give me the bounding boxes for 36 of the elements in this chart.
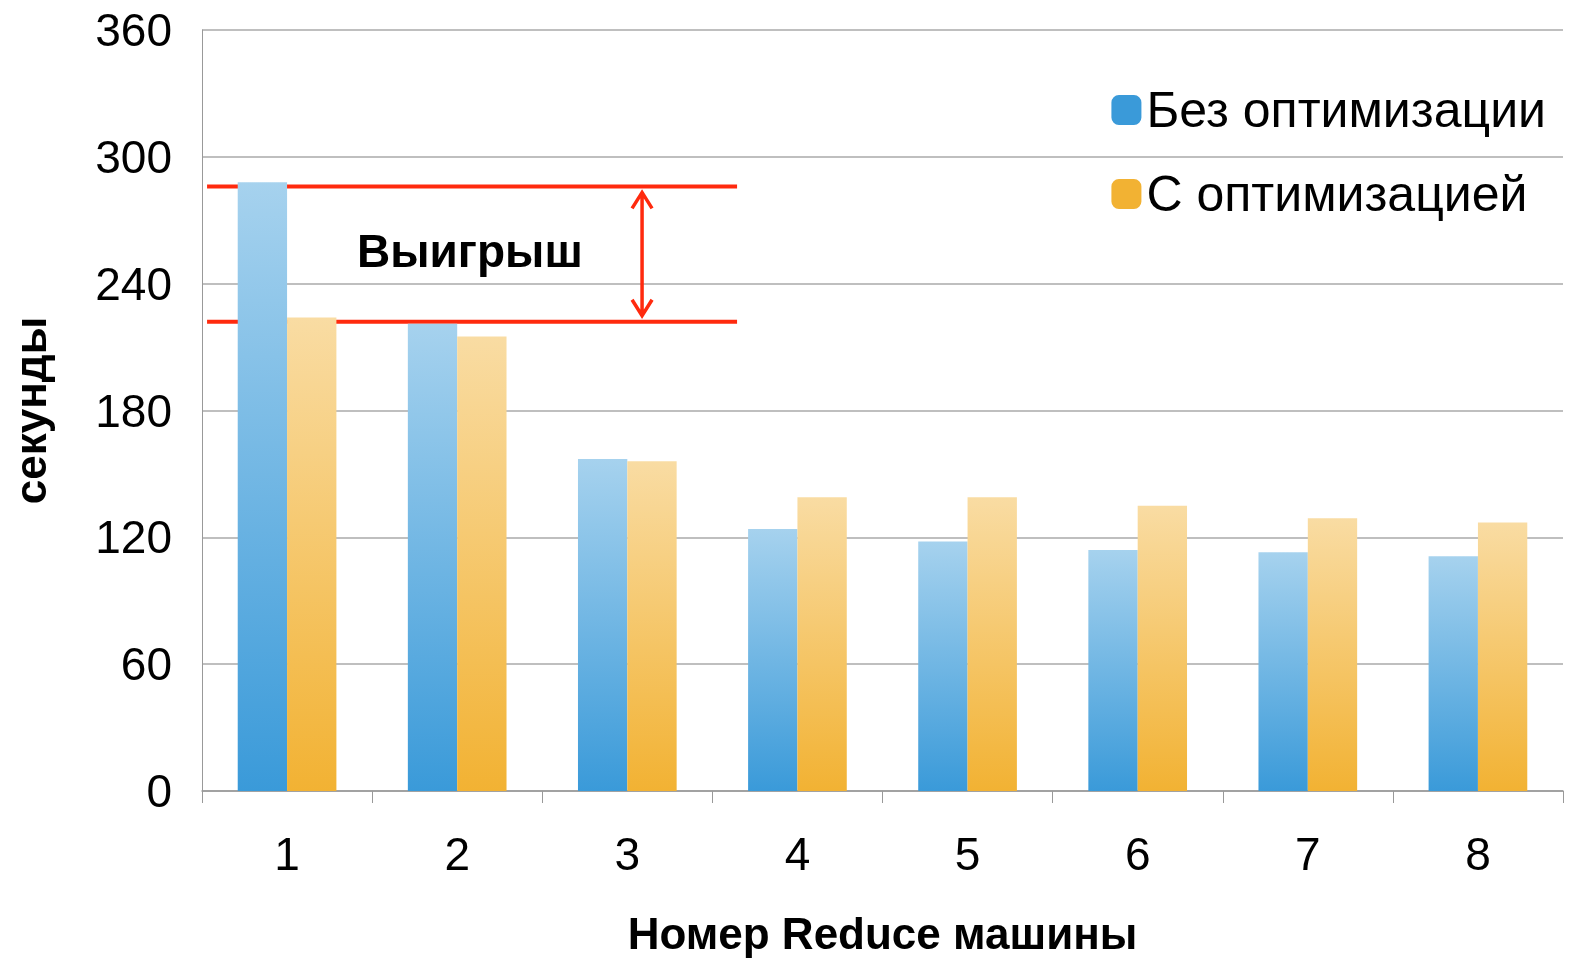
bar (577, 459, 628, 791)
y-tick-label: 180 (95, 384, 172, 437)
bar (627, 461, 677, 791)
bar (1307, 518, 1358, 791)
y-tick-label: 60 (120, 638, 172, 691)
legend-label: Без оптимизации (1146, 82, 1547, 138)
x-tick-label: 1 (274, 828, 300, 880)
y-tick-label: 300 (95, 130, 172, 183)
y-tick-label: 0 (146, 765, 172, 817)
x-tick-label: 6 (1124, 828, 1151, 880)
x-tick-label: 7 (1295, 828, 1321, 880)
bar (797, 497, 847, 791)
y-tick-label: 240 (95, 257, 172, 310)
x-axis-title: Номер Reduce машины (627, 908, 1138, 958)
y-tick-label: 360 (95, 4, 172, 56)
x-tick-label: 5 (954, 828, 981, 880)
bar (287, 317, 337, 791)
x-tick-label: 2 (444, 828, 470, 880)
x-tick-label: 3 (614, 828, 641, 880)
x-tick-label: 8 (1465, 828, 1491, 880)
bar (1258, 552, 1308, 791)
y-axis-title: секунды (5, 316, 55, 505)
bar (1477, 522, 1528, 791)
bar (1088, 550, 1138, 791)
bar (407, 323, 458, 791)
y-tick-label: 120 (95, 511, 172, 564)
bar (1137, 505, 1188, 791)
bar (967, 497, 1017, 791)
bar (457, 336, 507, 791)
legend-label: С оптимизацией (1146, 166, 1528, 222)
x-tick-label: 4 (784, 828, 811, 880)
bar (237, 182, 288, 791)
bar (1428, 556, 1478, 791)
bar (918, 541, 968, 791)
annotation: Выигрыш (357, 225, 583, 278)
bar (748, 528, 798, 791)
